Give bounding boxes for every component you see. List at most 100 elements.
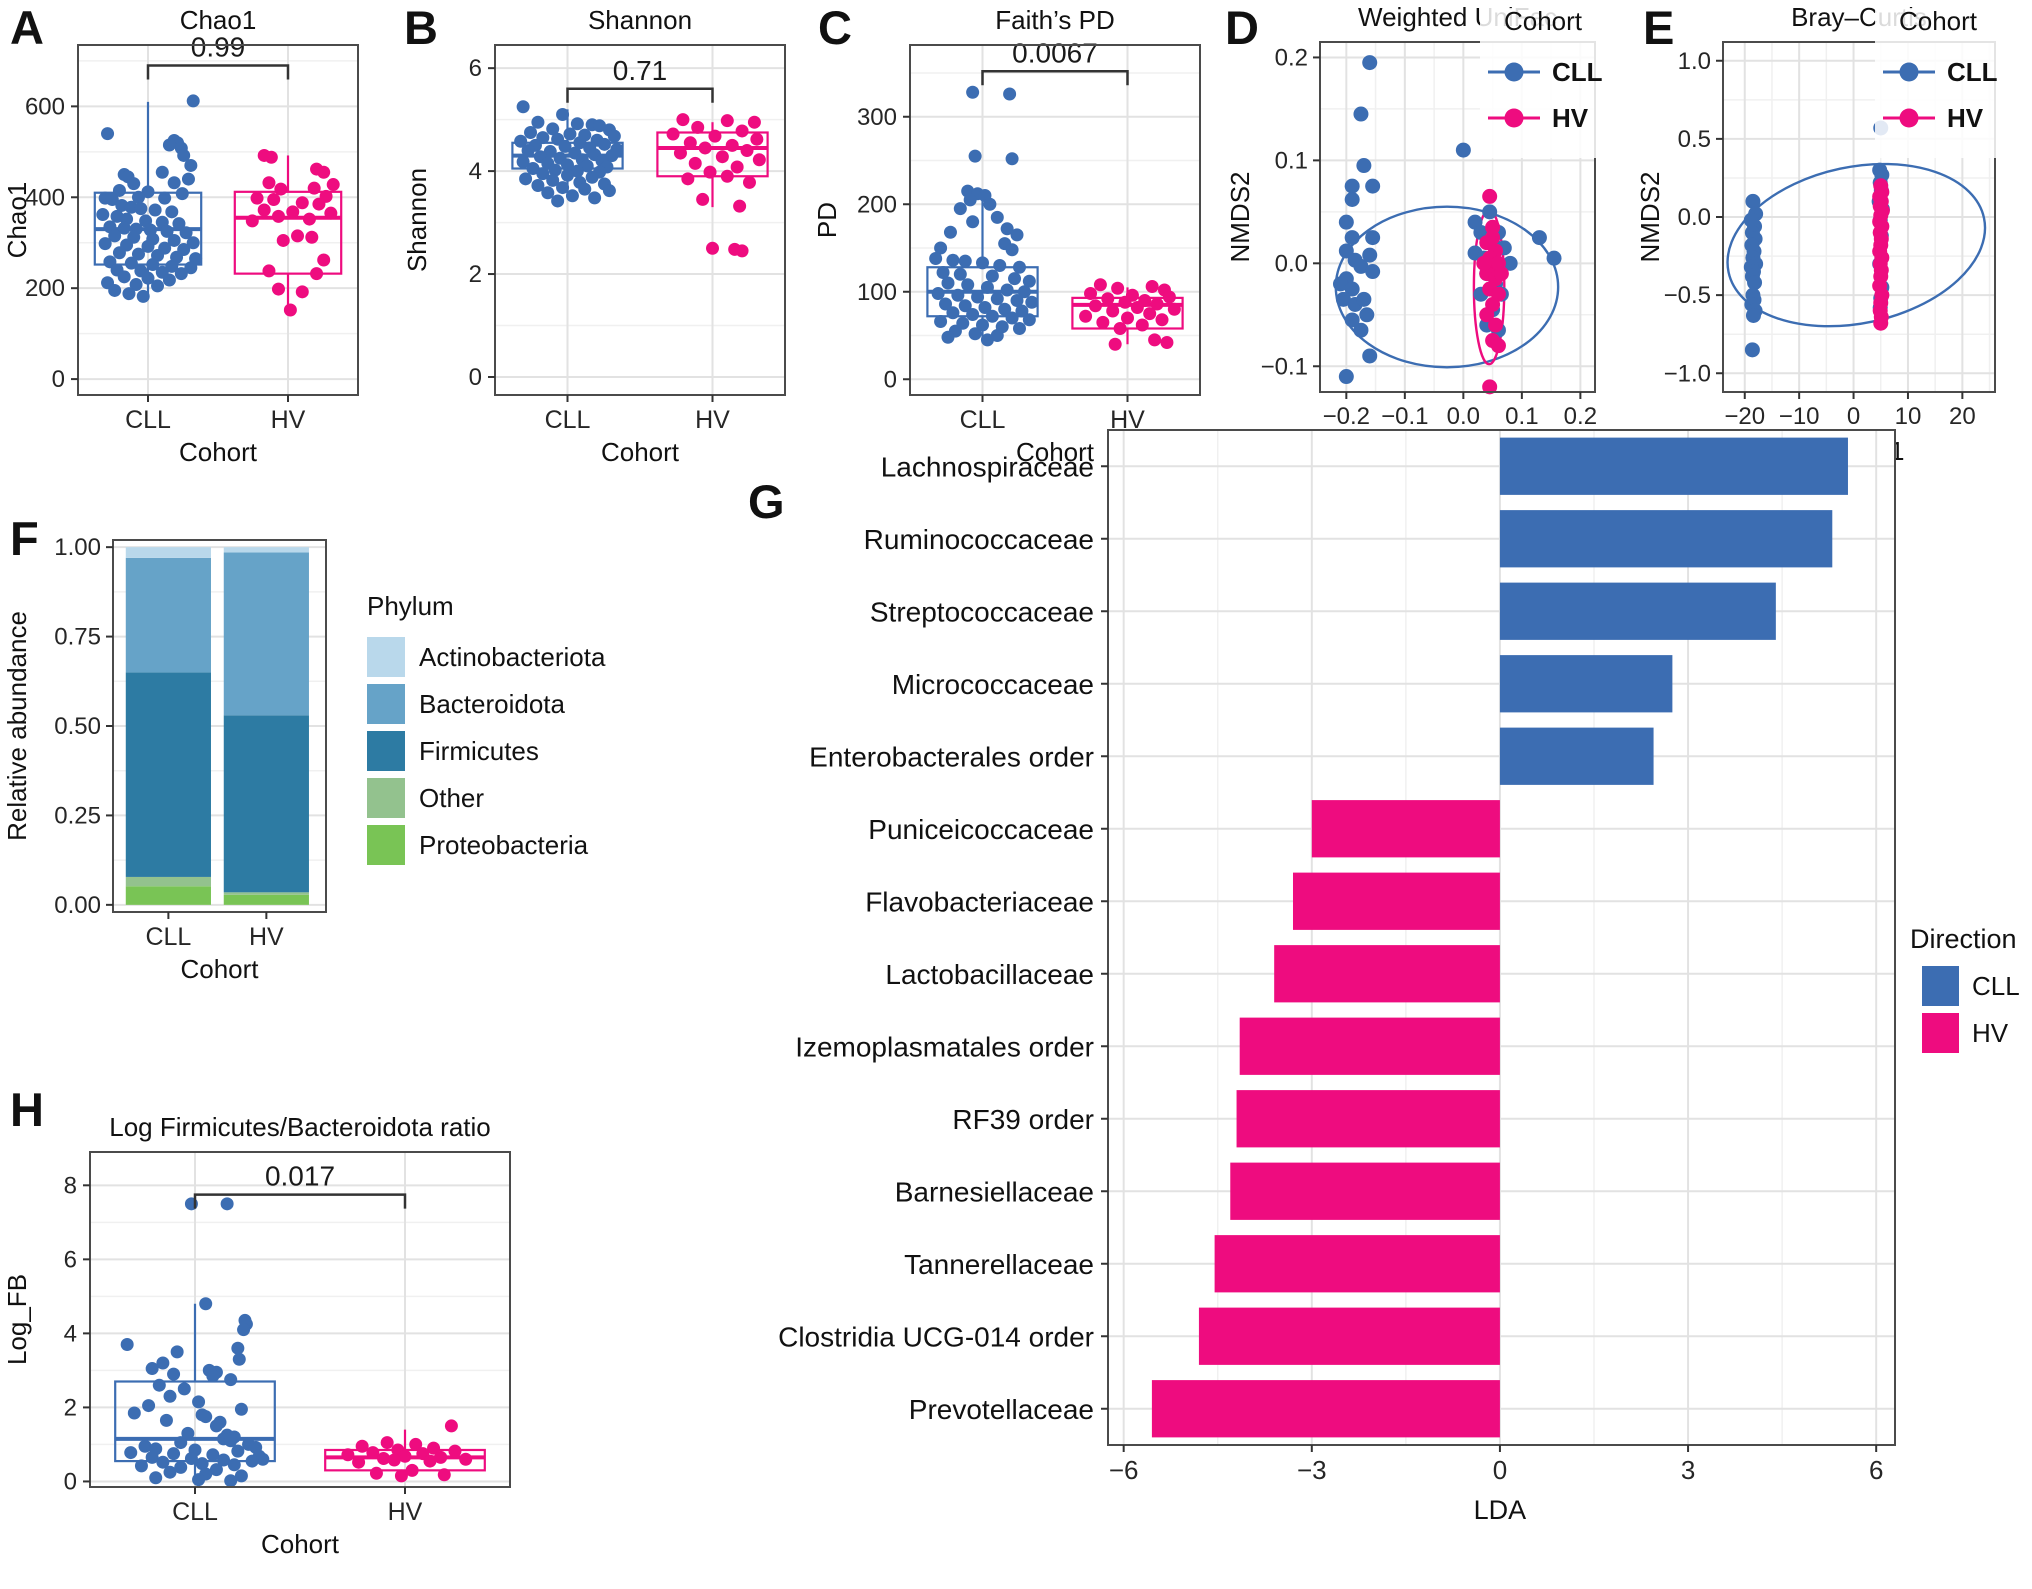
y-tick-label: 0 [469, 364, 482, 391]
legend-entry-label: HV [1552, 103, 1589, 133]
points-HV [341, 1419, 473, 1483]
legend-title: Phylum [367, 591, 454, 621]
pvalue-label: 0.017 [265, 1161, 335, 1192]
y-tick-label: 0.75 [54, 624, 101, 651]
panel-title: Shannon [588, 5, 692, 35]
plot-border [494, 44, 786, 396]
y-axis-label: Shannon [402, 168, 432, 272]
y-tick-label: 6 [469, 55, 482, 82]
pvalue-label: 0.71 [613, 55, 668, 86]
category-label: Lachnospiraceae [881, 451, 1094, 482]
lda-bar [1499, 582, 1776, 640]
stacked-bar-HV [223, 547, 309, 905]
legend-title: Direction [1910, 924, 2017, 954]
y-tick-label: 6 [64, 1246, 77, 1273]
x-tick-label: HV [249, 923, 284, 951]
legend-entry-label: Proteobacteria [419, 830, 589, 860]
lda-bar [1292, 872, 1500, 930]
points-CLL [96, 94, 203, 303]
panel-title: Log Firmicutes/Bacteroidota ratio [109, 1112, 491, 1142]
y-tick-label: 4 [469, 158, 482, 185]
y-tick-label: 0.50 [54, 713, 101, 740]
points-HV [245, 148, 340, 317]
x-axis-label: Cohort [601, 437, 680, 467]
lda-bar [1499, 655, 1673, 713]
chart-a: 0.99 0 200 400 600 CLL HV Chao1 Cohort Chao1 [2, 5, 359, 467]
x-tick-label: 0.0 [1447, 403, 1480, 430]
y-tick-label: 200 [857, 191, 897, 218]
panel-title: Faith’s PD [995, 5, 1114, 35]
y-axis-label: Chao1 [2, 182, 32, 259]
legend-entry-label: Actinobacteriota [419, 642, 606, 672]
category-label: Puniceicoccaceae [868, 814, 1094, 845]
pvalue-bracket [146, 64, 290, 80]
panel-relative-abundance: F 0.00 0.25 0.50 0.75 1.00 CLL HV Cohort Relative… [0, 515, 680, 1085]
legend-entry-label: Other [419, 783, 484, 813]
panel-lda: G Lachnospiraceae Ruminococcaceae Streptoco… [600, 400, 2032, 1589]
x-tick-label: 0 [1847, 403, 1860, 430]
y-tick-label: 1.0 [1678, 48, 1711, 75]
category-label: RF39 order [952, 1104, 1094, 1135]
panel-letter-h: H [10, 1083, 44, 1136]
x-tick-label: CLL [960, 406, 1006, 434]
points-HV [1476, 188, 1509, 395]
points-CLL [514, 100, 624, 208]
category-label: Tannerellaceae [904, 1249, 1094, 1280]
category-label: Flavobacteriaceae [865, 886, 1094, 917]
legend-entry-label: Bacteroidota [419, 689, 566, 719]
points-HV [1079, 278, 1181, 351]
x-tick-label: 0 [1493, 1455, 1507, 1485]
x-axis-label: LDA [1474, 1495, 1527, 1525]
chart-f: 0.00 0.25 0.50 0.75 1.00 CLL HV Cohort Relative … [2, 534, 606, 984]
pvalue-bracket [566, 87, 714, 103]
y-tick-label: −1.0 [1664, 360, 1711, 387]
y-tick-label: 0 [64, 1468, 77, 1495]
lda-bar [1230, 1162, 1500, 1220]
x-tick-label: −10 [1779, 403, 1820, 430]
x-tick-label: 0.1 [1505, 403, 1538, 430]
y-tick-label: 0.0 [1678, 204, 1711, 231]
legend-entry-label: CLL [1947, 57, 1998, 87]
lda-bar [1239, 1017, 1500, 1075]
panel-title: Chao1 [180, 5, 257, 35]
x-tick-label: CLL [125, 406, 171, 434]
category-label: Ruminococcaceae [864, 524, 1094, 555]
points-CLL [120, 1197, 270, 1488]
panel-letter-g: G [748, 475, 785, 528]
y-tick-label: 0.0 [1275, 250, 1308, 277]
panel-weighted-unifac: D −0.1 0.0 0.1 0.2 −0.2 −0.1 0.0 0.1 0.2 Weighted … [1225, 0, 1640, 500]
x-tick-label: −6 [1109, 1455, 1139, 1485]
lda-bar [1499, 437, 1848, 495]
y-tick-label: −0.1 [1261, 353, 1308, 380]
panel-shannon: B 0.71 0 2 4 6 CLL HV Shannon Cohort Shannon [400, 0, 810, 470]
panel-chao1: A 0.99 0 200 400 600 CLL HV Chao1 Cohort Chao1 [0, 0, 400, 470]
plot-border [1319, 41, 1596, 393]
plot-border [89, 1151, 511, 1488]
ellipse-CLL [1726, 162, 1987, 328]
y-tick-label: 200 [25, 275, 65, 302]
plot-border [77, 44, 359, 396]
x-tick-label: 6 [1869, 1455, 1883, 1485]
category-label: Barnesiellaceae [895, 1176, 1094, 1207]
plot-border [1107, 429, 1896, 1446]
lda-bar [1499, 727, 1654, 785]
y-tick-label: 0 [52, 366, 65, 393]
x-axis-label: Cohort [261, 1529, 340, 1559]
chart-g: Lachnospiraceae Ruminococcaceae Streptococ… [778, 429, 2020, 1525]
legend-phylum: Phylum Actinobacteriota Bacteroidota Firmic… [367, 591, 606, 865]
y-axis-label: NMDS2 [1635, 171, 1665, 262]
x-tick-label: CLL [172, 1498, 218, 1526]
points-HV [1872, 178, 1890, 331]
x-tick-label: CLL [145, 923, 191, 951]
x-tick-label: 10 [1895, 403, 1922, 430]
chart-b: 0.71 0 2 4 6 CLL HV Shannon Cohort Shannon [402, 5, 786, 467]
lda-bar [1198, 1307, 1500, 1365]
pvalue-label: 0.99 [191, 31, 246, 62]
legend-entry-label: CLL [1552, 57, 1603, 87]
stacked-bar-CLL [125, 547, 211, 905]
y-tick-label: 300 [857, 104, 897, 131]
category-label: Clostridia UCG-014 order [778, 1321, 1094, 1352]
chart-h: 0.017 0 2 4 6 8 CLL HV Log Firmicutes/Bacteroido… [2, 1112, 511, 1559]
